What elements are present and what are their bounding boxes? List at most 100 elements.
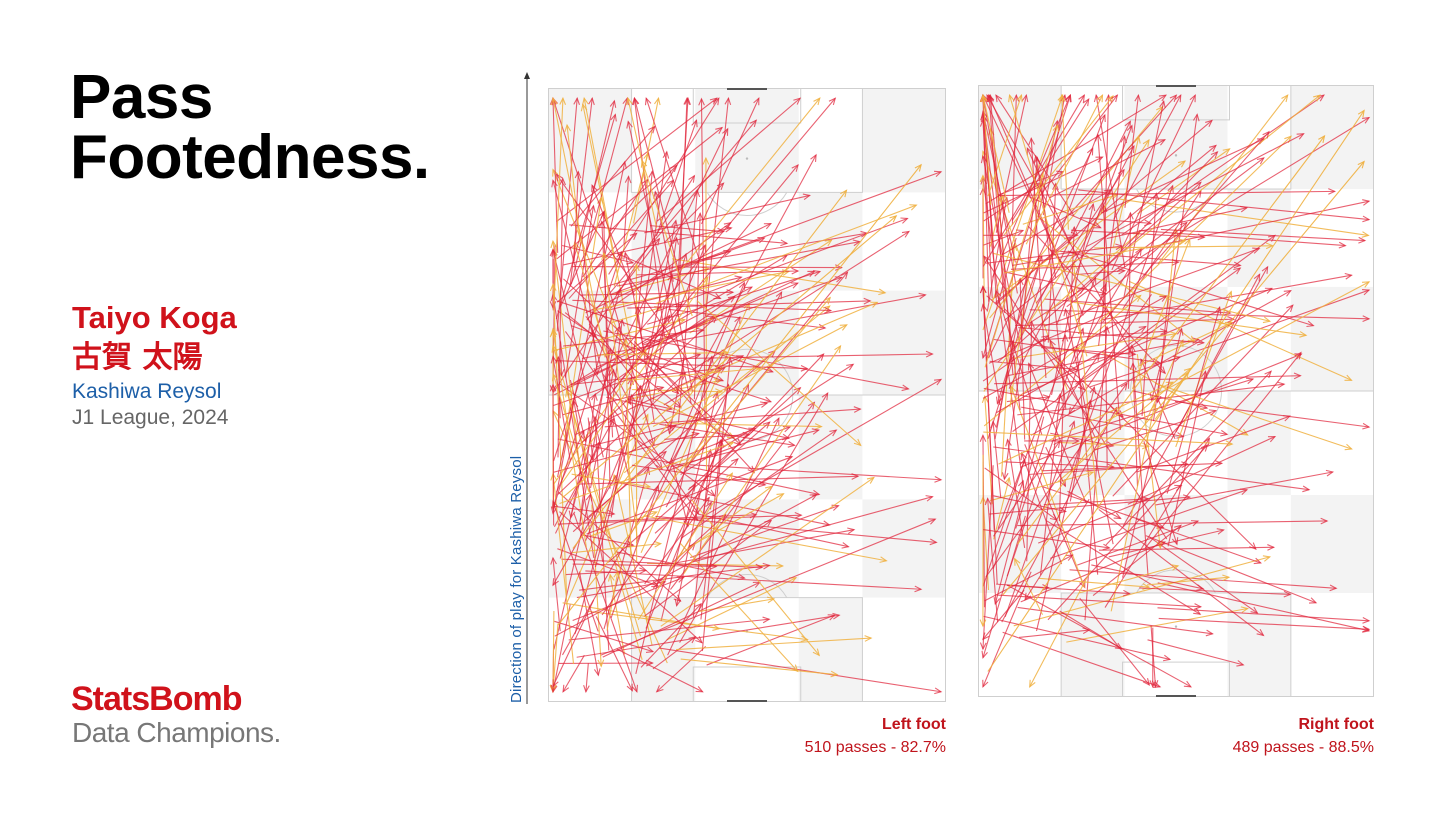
pass-arrow: [1093, 93, 1126, 268]
pass-arrow: [1012, 267, 1242, 432]
pass-arrow: [569, 224, 789, 247]
pass-arrow: [982, 589, 1025, 641]
pitch-zone: [631, 597, 696, 702]
pass-arrow: [987, 93, 1014, 375]
pass-arrow: [1079, 564, 1180, 594]
pass-arrow: [701, 97, 760, 225]
pass-arrow: [1073, 301, 1308, 338]
pass-arrow: [552, 599, 595, 688]
pass-arrow: [607, 285, 656, 447]
pass-arrow: [1135, 518, 1263, 565]
pass-arrow: [591, 401, 769, 447]
pass-arrow: [1013, 555, 1272, 627]
pass-arrow: [989, 360, 1078, 373]
pass-arrow: [1004, 144, 1217, 321]
pass-arrow: [984, 123, 1060, 368]
pass-arrow: [557, 163, 922, 626]
pass-arrow: [600, 518, 937, 656]
pass-arrow: [996, 583, 1050, 591]
pass-arrow: [994, 289, 1043, 436]
brand-tagline: Data Champions.: [72, 717, 281, 748]
pass-arrow: [553, 505, 616, 517]
pass-arrow: [601, 127, 729, 389]
pass-arrow: [622, 338, 632, 558]
pass-arrow: [1050, 488, 1249, 559]
pitch-zone: [1227, 391, 1291, 496]
pass-arrow: [576, 612, 841, 658]
right-foot-label: Right foot: [1298, 716, 1374, 733]
pass-arrow: [985, 382, 1128, 578]
pass-arrow: [1098, 544, 1276, 551]
pass-arrow: [552, 287, 622, 510]
pass-arrow: [664, 182, 725, 243]
pass-arrow: [684, 296, 832, 468]
team-name: Kashiwa Reysol: [72, 380, 222, 403]
pass-arrow: [637, 472, 733, 621]
pass-arrow: [1035, 94, 1119, 202]
pass-arrow: [562, 215, 898, 498]
pass-arrow: [1004, 420, 1076, 618]
pass-arrow: [599, 249, 732, 289]
pass-arrow: [1155, 469, 1335, 506]
pass-arrow: [1024, 437, 1081, 445]
pass-arrow: [1002, 160, 1365, 596]
pass-arrow: [1094, 409, 1218, 451]
pass-arrow: [589, 368, 616, 489]
pass-arrow: [1098, 509, 1265, 637]
pass-arrow: [1144, 338, 1184, 424]
pass-arrow: [1050, 202, 1096, 395]
pass-arrow: [557, 177, 567, 458]
pass-arrow: [1145, 535, 1318, 604]
pass-arrow: [1122, 327, 1184, 578]
pass-arrow: [585, 243, 707, 541]
pitch-zone: [798, 597, 863, 702]
left-foot-stats: 510 passes - 82.7%: [804, 739, 946, 756]
pass-arrow: [581, 292, 927, 360]
pass-arrow: [586, 119, 758, 321]
pass-arrow: [644, 193, 812, 234]
pass-arrow: [676, 635, 873, 651]
pass-arrow: [1079, 597, 1151, 687]
pass-arrow: [993, 439, 1061, 537]
pass-arrow: [551, 373, 590, 492]
pass-arrow: [571, 473, 652, 490]
pass-arrow: [990, 420, 1002, 499]
pass-arrow: [987, 93, 1023, 197]
penalty-arc-bottom: [706, 573, 788, 598]
pass-arrow: [980, 114, 1021, 411]
pass-arrow: [625, 96, 658, 228]
right-foot-stats: 489 passes - 88.5%: [1232, 739, 1374, 756]
pass-arrow: [1008, 144, 1135, 389]
pass-arrow: [627, 297, 872, 309]
pass-arrow: [1137, 148, 1231, 215]
six-yard-box-top: [1122, 85, 1230, 121]
pass-arrow: [993, 416, 1045, 606]
pass-arrow: [690, 495, 934, 563]
direction-of-play-label: Direction of play for Kashiwa Reysol: [508, 455, 525, 703]
pass-arrow: [595, 616, 633, 692]
pass-arrow: [983, 528, 1111, 551]
pass-arrow: [1160, 228, 1367, 244]
pass-arrow: [591, 183, 636, 296]
pass-arrow: [603, 330, 910, 392]
pitch-zone: [862, 499, 946, 598]
pass-arrow: [997, 276, 1097, 529]
pass-arrow: [1025, 93, 1104, 245]
pass-arrow: [1069, 569, 1338, 592]
pass-arrow: [553, 174, 696, 393]
pass-arrow: [681, 97, 821, 270]
pass-arrow: [555, 113, 617, 320]
pass-arrow: [1139, 587, 1292, 598]
pass-arrow: [652, 236, 680, 403]
pass-arrow: [1157, 607, 1371, 624]
pass-arrow: [1128, 280, 1353, 381]
pass-arrow: [1092, 524, 1183, 597]
pass-arrow: [656, 527, 856, 568]
pass-arrow: [582, 534, 635, 548]
pass-arrow: [636, 267, 800, 276]
title-line-1: Pass: [70, 63, 213, 132]
pass-arrow: [555, 360, 809, 372]
pass-arrow: [552, 168, 629, 358]
pass-arrow: [583, 663, 590, 694]
pass-arrow: [1112, 304, 1294, 497]
